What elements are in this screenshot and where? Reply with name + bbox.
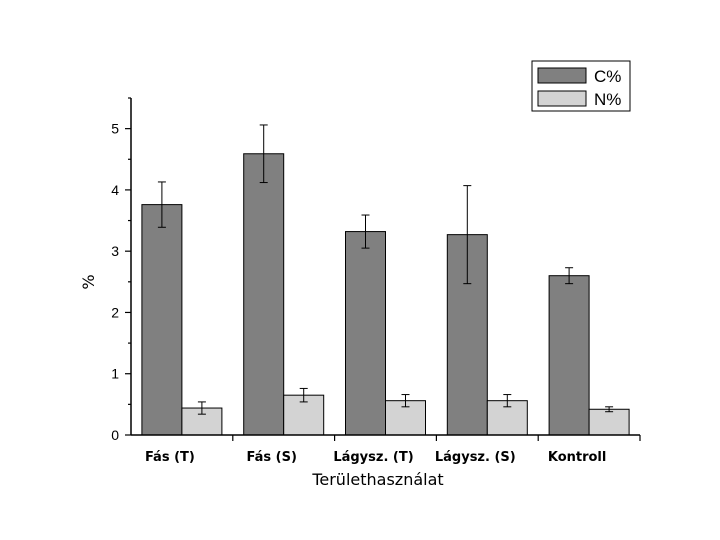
legend-swatch-c [537,67,587,84]
y-tick-label: 2 [111,304,119,320]
y-ticks-group: 0 1 2 3 4 5 [111,97,131,443]
bar-c [548,275,590,436]
x-tick-label: Kontroll [548,450,607,465]
y-tick-label: 4 [111,182,119,198]
y-tick-label: 0 [111,427,119,443]
y-axis-title: % [79,274,98,289]
axes-group [130,98,640,436]
legend-label-n: N% [594,90,621,109]
legend-label-c: C% [594,67,621,86]
error-bars-group [157,124,614,415]
y-tick-label: 3 [111,243,119,259]
bars-group [141,153,630,436]
y-tick-label: 5 [111,121,119,137]
x-ticks-group: Fás (T) Fás (S) Lágysz. (T) Lágysz. (S) Kont… [145,435,641,465]
bar-c [243,153,285,436]
x-tick-label: Lágysz. (T) [333,450,413,465]
x-axis-title: Területhasználat [311,470,443,489]
x-tick-label: Fás (T) [145,450,195,465]
bar-c [141,204,183,436]
y-tick-label: 1 [111,366,119,382]
legend: C% N% [531,60,631,112]
bar-c [345,231,386,436]
x-tick-label: Lágysz. (S) [435,450,516,465]
legend-swatch-n [537,90,587,107]
x-tick-label: Fás (S) [246,450,296,465]
bar-n [588,408,630,436]
